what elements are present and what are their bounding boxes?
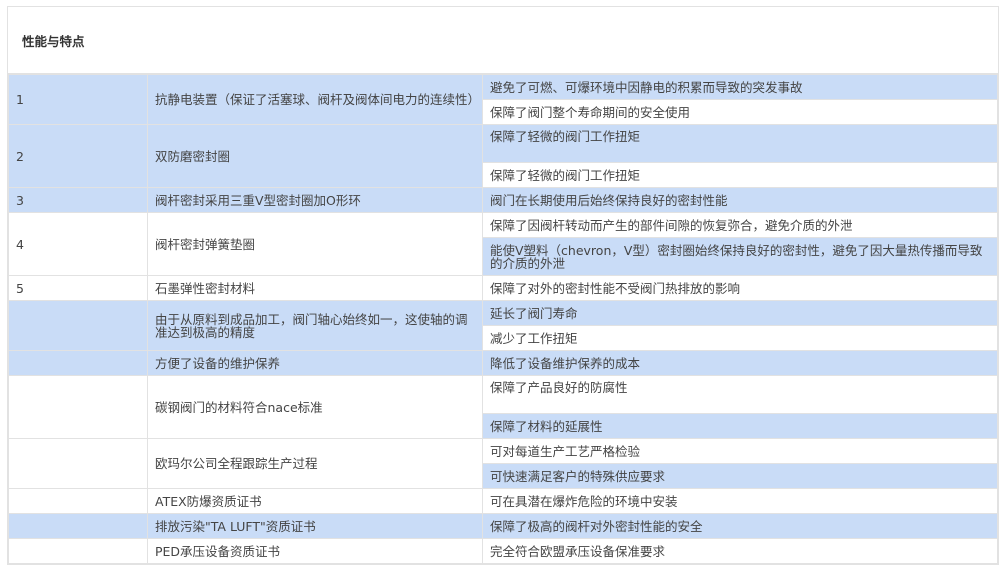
benefit-cell: 保障了产品良好的防腐性 [482,375,998,414]
benefit-cell: 减少了工作扭矩 [482,325,998,351]
table-row: 1 抗静电装置（保证了活塞球、阀杆及阀体间电力的连续性） 避免了可燃、可爆环境中因静… [8,74,998,125]
row-number: 5 [8,275,148,301]
row-number: 2 [8,124,148,188]
feature-cell: ATEX防爆资质证书 [147,488,483,514]
row-number: 3 [8,187,148,213]
benefit-cell: 保障了轻微的阀门工作扭矩 [482,124,998,163]
table-row: 由于从原料到成品加工，阀门轴心始终如一，这使轴的调准达到极高的精度 延长了阀门寿命 [8,300,998,351]
benefit-cell: 保障了对外的密封性能不受阀门热排放的影响 [482,275,998,301]
table-row: 5 石墨弹性密封材料 保障了对外的密封性能不受阀门热排放的影响 [8,275,998,301]
row-number [8,350,148,376]
benefit-cell: 保障了材料的延展性 [482,413,998,439]
table-row: 4 阀杆密封弹簧垫圈 保障了因阀杆转动而产生的部件间隙的恢复弥合，避免介质的外泄 [8,212,998,276]
benefit-cell: 可对每道生产工艺严格检验 [482,438,998,464]
benefit-cell: 保障了阀门整个寿命期间的安全使用 [482,99,998,125]
benefit-cell: 能使V塑料（chevron，V型）密封圈始终保持良好的密封性，避免了因大量热传播… [482,237,998,276]
table-row: 方便了设备的维护保养 降低了设备维护保养的成本 [8,350,998,376]
benefit-cell: 保障了因阀杆转动而产生的部件间隙的恢复弥合，避免介质的外泄 [482,212,998,238]
table-row: 碳钢阀门的材料符合nace标准 保障了产品良好的防腐性 [8,375,998,439]
table-row: 保障了材料的延展性 [9,413,998,439]
table-row: 保障了阀门整个寿命期间的安全使用 [9,99,998,125]
benefit-cell: 降低了设备维护保养的成本 [482,350,998,376]
benefit-cell: 保障了轻微的阀门工作扭矩 [482,162,998,188]
row-number [8,513,148,539]
benefit-cell: 避免了可燃、可爆环境中因静电的积累而导致的突发事故 [482,74,998,100]
feature-cell: 方便了设备的维护保养 [147,350,483,376]
row-number [8,438,148,489]
table-row: 2 双防磨密封圈 保障了轻微的阀门工作扭矩 [8,124,998,188]
row-number [8,375,148,439]
benefit-cell: 完全符合欧盟承压设备保准要求 [482,538,998,564]
row-number [8,300,148,351]
benefit-cell: 延长了阀门寿命 [482,300,998,326]
row-number [8,488,148,514]
table-row: PED承压设备资质证书 完全符合欧盟承压设备保准要求 [8,538,998,564]
feature-cell: 双防磨密封圈 [147,124,483,188]
benefit-cell: 阀门在长期使用后始终保持良好的密封性能 [482,187,998,213]
benefit-cell: 可在具潜在爆炸危险的环境中安装 [482,488,998,514]
feature-cell: 由于从原料到成品加工，阀门轴心始终如一，这使轴的调准达到极高的精度 [147,300,483,351]
feature-cell: 欧玛尔公司全程跟踪生产过程 [147,438,483,489]
table-row: 欧玛尔公司全程跟踪生产过程 可对每道生产工艺严格检验 [8,438,998,489]
table-row: 排放污染"TA LUFT"资质证书 保障了极高的阀杆对外密封性能的安全 [8,513,998,539]
benefit-cell: 保障了极高的阀杆对外密封性能的安全 [482,513,998,539]
row-number [8,538,148,564]
feature-cell: 石墨弹性密封材料 [147,275,483,301]
feature-cell: PED承压设备资质证书 [147,538,483,564]
features-table: 1 抗静电装置（保证了活塞球、阀杆及阀体间电力的连续性） 避免了可燃、可爆环境中因静… [8,74,998,564]
feature-cell: 阀杆密封采用三重V型密封圈加O形环 [147,187,483,213]
feature-cell: 碳钢阀门的材料符合nace标准 [147,375,483,439]
row-number: 4 [8,212,148,276]
section-title: 性能与特点 [8,7,998,74]
table-row: ATEX防爆资质证书 可在具潜在爆炸危险的环境中安装 [8,488,998,514]
feature-cell: 排放污染"TA LUFT"资质证书 [147,513,483,539]
benefit-cell: 可快速满足客户的特殊供应要求 [482,463,998,489]
row-number: 1 [8,74,148,125]
table-row: 3 阀杆密封采用三重V型密封圈加O形环 阀门在长期使用后始终保持良好的密封性能 [8,187,998,213]
feature-cell: 阀杆密封弹簧垫圈 [147,212,483,276]
feature-cell: 抗静电装置（保证了活塞球、阀杆及阀体间电力的连续性） [147,74,483,125]
features-panel: 性能与特点 1 抗静电装置（保证了活塞球、阀杆及阀体间电力的连续性） 避免了可燃、可… [7,6,999,565]
